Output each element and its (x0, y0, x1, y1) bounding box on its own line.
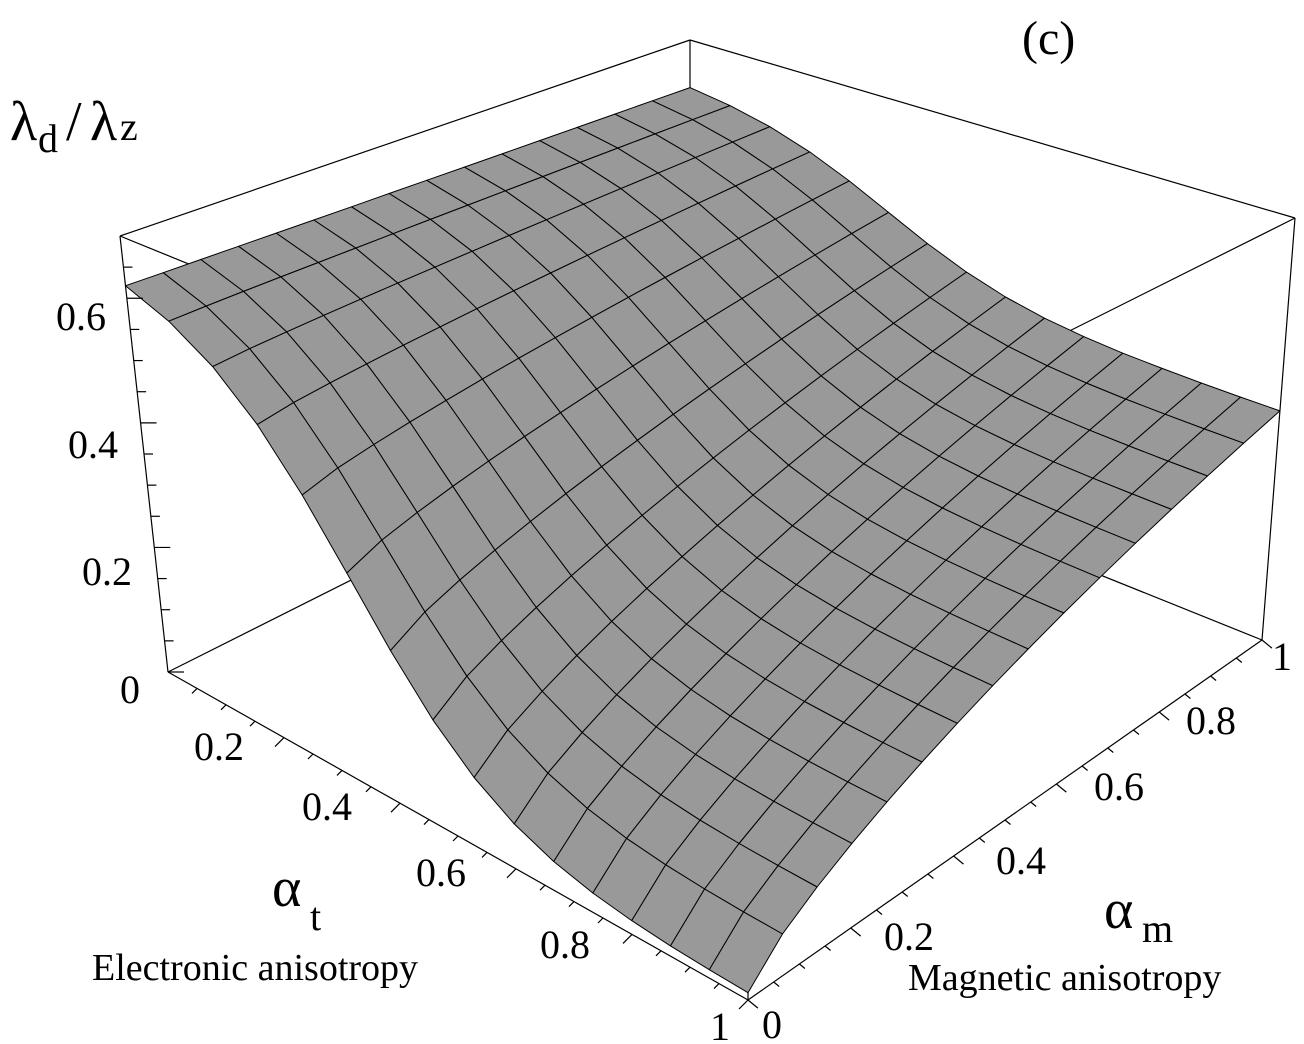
x-label-sub-t: t (310, 894, 321, 939)
tick-mark (568, 901, 575, 908)
z-tick-label-0.2: 0.2 (82, 549, 132, 594)
z-tick-label-0.4: 0.4 (68, 422, 118, 467)
tick-mark (274, 737, 285, 748)
tick-mark (1158, 711, 1170, 721)
z-label-lambda: λ (10, 91, 37, 153)
x-tick-label-0.8: 0.8 (540, 922, 590, 967)
tick-mark (191, 687, 198, 694)
tick-mark (307, 753, 314, 760)
tick-mark (365, 786, 372, 793)
tick-mark (824, 945, 831, 951)
y-tick-label-0.8: 0.8 (1186, 698, 1236, 743)
z-label-slash: / (66, 91, 82, 153)
tick-mark (1235, 657, 1243, 663)
z-label-sub-z: z (120, 104, 138, 149)
tick-mark (927, 873, 934, 879)
tick-mark (539, 884, 546, 891)
tick-mark (423, 819, 430, 826)
z-label-lambda-denom: λ (90, 91, 117, 153)
x-label-alpha: α (272, 857, 301, 919)
tick-mark (1081, 765, 1088, 771)
tick-mark (1210, 675, 1217, 681)
tick-mark (978, 837, 986, 843)
panel-label: (c) (1022, 12, 1075, 65)
z-axis-label: λ d / λ z (10, 91, 138, 161)
y-axis-label: α m Magnetic anisotropy (908, 879, 1221, 999)
x-axis-label: α t Electronic anisotropy (92, 857, 418, 989)
tick-mark (452, 835, 459, 842)
y-tick-label-0.6: 0.6 (1094, 764, 1144, 809)
tick-mark (249, 720, 256, 727)
tick-mark (1004, 819, 1011, 825)
tick-mark (1261, 639, 1273, 649)
tick-mark (1030, 801, 1037, 807)
x-tick-label-0.2: 0.2 (194, 724, 244, 769)
tick-mark (1107, 747, 1114, 753)
tick-mark (713, 983, 720, 990)
y-tick-label-1: 1 (1272, 634, 1292, 679)
tick-mark (738, 999, 749, 1010)
tick-marks (123, 266, 1273, 1010)
tick-mark (220, 704, 227, 711)
x-tick-label-1: 1 (710, 1004, 730, 1044)
tick-mark (506, 868, 517, 879)
z-tick-label-0: 0 (120, 667, 140, 712)
x-axis-description: Electronic anisotropy (92, 947, 418, 989)
y-axis-description: Magnetic anisotropy (908, 957, 1221, 999)
y-label-alpha: α (1104, 879, 1133, 941)
tick-mark (336, 769, 343, 776)
x-tick-label-0.4: 0.4 (302, 784, 352, 829)
tick-mark (1133, 729, 1140, 735)
tick-mark (390, 802, 401, 813)
tick-mark (773, 981, 780, 987)
tick-mark (622, 933, 633, 944)
z-tick-label-0.6: 0.6 (56, 294, 106, 339)
tick-mark (481, 851, 488, 858)
tick-mark (684, 966, 691, 973)
tick-mark (850, 927, 862, 937)
tick-mark (799, 963, 806, 969)
tick-mark (597, 917, 604, 924)
tick-mark (1056, 783, 1067, 793)
tick-mark (1184, 693, 1191, 699)
x-tick-label-0.6: 0.6 (416, 850, 466, 895)
surface-patch (708, 911, 783, 994)
y-tick-label-0.2: 0.2 (884, 914, 934, 959)
y-tick-label-0: 0 (762, 1002, 782, 1044)
surface-mesh (125, 87, 1281, 994)
y-label-sub-m: m (1142, 906, 1173, 951)
tick-mark (747, 999, 759, 1009)
tick-mark (953, 855, 964, 865)
y-tick-label-0.4: 0.4 (996, 838, 1046, 883)
tick-mark (876, 909, 883, 915)
tick-mark (901, 891, 909, 897)
tick-mark (655, 950, 662, 957)
z-label-sub-d: d (38, 116, 58, 161)
